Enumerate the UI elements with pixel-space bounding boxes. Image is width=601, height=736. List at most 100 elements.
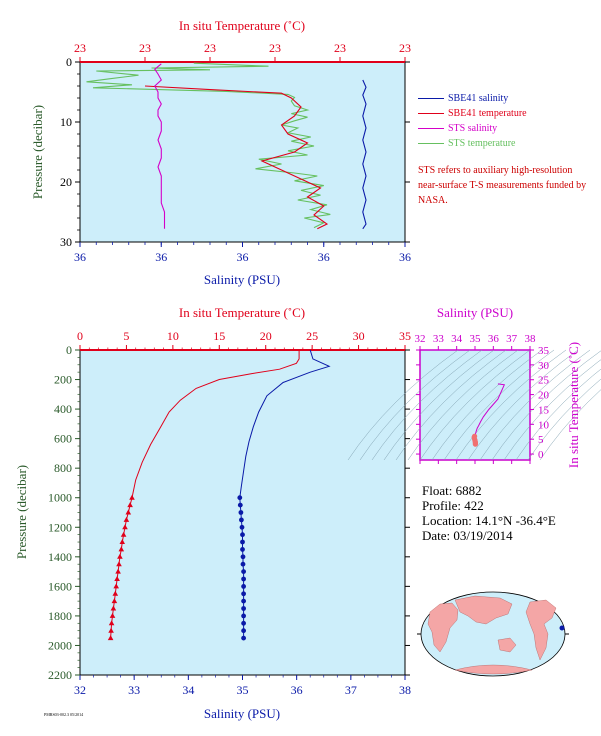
salinity-marker: [241, 569, 247, 574]
bottom-temperature-tick-label: 15: [213, 329, 225, 343]
temperature-marker: [107, 635, 114, 641]
top-salinity-tick-label: 36: [399, 250, 411, 264]
bottom-pressure-tick-label: 2200: [48, 668, 72, 682]
temperature-marker: [120, 531, 127, 537]
ts-density-contour: [479, 349, 591, 461]
temperature-marker: [129, 494, 135, 500]
bottom-pressure-tick-label: 2000: [48, 638, 72, 652]
bottom-series-group: [107, 349, 331, 641]
salinity-marker: [237, 495, 243, 501]
salinity-marker: [240, 532, 245, 538]
map-float-location-marker: [559, 625, 565, 631]
ts-temperature-axis-title: In situ Temperature (˚C): [566, 342, 581, 468]
ts-density-contour: [371, 349, 483, 461]
top-pressure-tick-label: 0: [66, 55, 72, 69]
ts-density-contour: [515, 368, 601, 461]
ts-salinity-tick-label: 37: [506, 333, 518, 345]
salinity-marker: [240, 547, 245, 552]
legend-label-sbe41-salinity: SBE41 salinity: [448, 93, 509, 104]
bottom-salinity-tick-label: 37: [345, 683, 357, 697]
bottom-salinity-tick-label: 33: [128, 683, 140, 697]
temperature-marker: [117, 553, 123, 559]
bottom-temperature-tick-label: 20: [260, 329, 272, 343]
temperature-marker: [108, 620, 115, 626]
ts-density-contour: [431, 349, 543, 461]
ts-density-contour: [347, 349, 459, 461]
footer-code: PMRS03-002.3 05/2014: [44, 712, 84, 717]
top-temperature-tick-label: 23: [139, 41, 151, 55]
bottom-salinity-tick-label: 32: [74, 683, 86, 697]
salinity-marker: [240, 539, 245, 545]
ts-series-group: [471, 383, 506, 447]
legend-swatch-sbe41-temperature: [418, 113, 444, 115]
ts-density-contour: [539, 389, 601, 461]
world-map: [417, 591, 569, 677]
temperature-marker: [115, 568, 121, 574]
float-location: Location: 14.1°N -36.4°E: [422, 513, 556, 528]
ts-inset: 32 33 34 35 36 37 38 0 5 10 15 20 25 30 35 Salinity (P…: [347, 305, 601, 468]
ts-temperature-tick-label: 20: [538, 390, 550, 402]
top-salinity-tick-label: 36: [155, 250, 167, 264]
ts-density-contours: [347, 349, 601, 461]
bottom-temperature-tick-label: 25: [306, 329, 318, 343]
salinity-marker: [241, 576, 247, 582]
ts-salinity-axis-title: Salinity (PSU): [437, 305, 513, 320]
salinity-marker: [241, 628, 247, 634]
salinity-marker: [241, 606, 247, 611]
bottom-axes-group: 0 5 10 15 20 25 30 35 32 33 34 35 36 37 38 0 200 400 600 80…: [48, 329, 411, 697]
salinity-marker: [239, 517, 244, 523]
bottom-salinity-axis-title: Salinity (PSU): [204, 706, 280, 721]
salinity-marker: [241, 584, 247, 589]
legend-item-sts-temperature: STS temperature: [418, 136, 527, 151]
ts-density-contour: [383, 349, 495, 461]
temperature-marker: [110, 605, 117, 611]
map-landmass-australia: [497, 637, 517, 653]
legend-label-sbe41-temperature: SBE41 temperature: [448, 108, 527, 119]
top-salinity-tick-label: 36: [318, 250, 330, 264]
ts-density-contour: [443, 349, 555, 461]
top-line-sts-temperature: [86, 62, 331, 229]
ts-density-contour: [407, 349, 519, 461]
bottom-pressure-tick-label: 1400: [48, 550, 72, 564]
salinity-marker: [239, 524, 245, 530]
top-temperature-tick-label: 23: [204, 41, 216, 55]
ts-temperature-tick-label: 10: [538, 419, 550, 431]
temperature-marker: [118, 546, 125, 552]
ts-temperature-tick-label: 15: [538, 404, 550, 416]
ts-density-contour: [467, 349, 579, 461]
legend-item-sbe41-salinity: SBE41 salinity: [418, 91, 527, 106]
bottom-temperature-tick-label: 30: [353, 329, 365, 343]
map-landmass-asia: [454, 595, 513, 625]
legend-swatch-sbe41-salinity: [418, 98, 444, 100]
bottom-temperature-tick-label: 35: [399, 329, 411, 343]
salinity-marker: [241, 591, 247, 597]
top-pressure-axis-title: Pressure (decibar): [30, 105, 45, 199]
ts-temperature-tick-label: 30: [538, 360, 550, 372]
top-axes-group: 23 23 23 23 23 23 36 36 36 36 36 0 10 20 30: [60, 41, 411, 264]
ts-temperature-tick-label: 25: [538, 375, 550, 387]
top-salinity-tick-label: 36: [237, 250, 249, 264]
temperature-marker: [127, 502, 133, 508]
ts-density-contour: [359, 349, 471, 461]
bottom-temperature-axis-title: In situ Temperature (˚C): [179, 305, 305, 320]
salinity-marker: [240, 554, 246, 560]
bottom-salinity-tick-label: 34: [182, 683, 194, 697]
ts-axes-group: 32 33 34 35 36 37 38 0 5 10 15 20 25 30 35: [415, 333, 550, 464]
map-landmass-africa-europe: [427, 602, 459, 653]
bottom-salinity-tick-label: 36: [291, 683, 303, 697]
top-temperature-tick-label: 23: [334, 41, 346, 55]
top-series-group: [86, 62, 367, 230]
salinity-marker: [241, 620, 247, 626]
float-info: Float: 6882 Profile: 422 Location: 14.1°…: [422, 483, 556, 543]
temperature-marker: [123, 516, 130, 522]
ts-temperature-tick-label: 0: [538, 449, 544, 461]
ts-deep-marker: [472, 441, 478, 447]
bottom-salinity-tick-label: 38: [399, 683, 411, 697]
bottom-pressure-tick-label: 200: [54, 373, 72, 387]
float-id: Float: 6882: [422, 483, 482, 498]
bottom-temperature-tick-label: 0: [77, 329, 83, 343]
top-panel: 23 23 23 23 23 23 36 36 36 36 36 0 10 20 30 In situ Te…: [30, 18, 411, 287]
legend-label-sts-salinity: STS salinity: [448, 123, 498, 134]
bottom-salinity-tick-label: 35: [237, 683, 249, 697]
ts-density-contour: [395, 349, 507, 461]
